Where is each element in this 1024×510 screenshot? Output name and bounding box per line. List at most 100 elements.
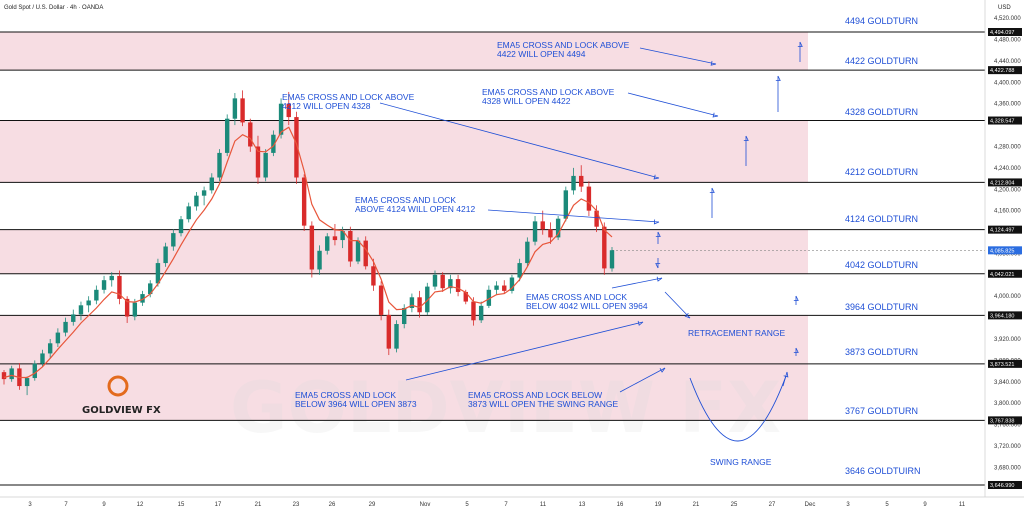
level-label: 3964 GOLDTURN <box>845 302 918 312</box>
time-tick-label: 23 <box>293 502 300 508</box>
candle-body <box>332 236 338 241</box>
candle-body <box>271 134 276 153</box>
time-axis[interactable]: 3 7 9 12 15 17 21 23 26 29 Nov 5 7 11 13 16 19 21 25 27 Dec 3… <box>0 496 1024 508</box>
candle-body <box>409 297 415 308</box>
candle-body <box>348 230 353 262</box>
candle-body <box>32 363 37 379</box>
arrow-icon <box>619 367 666 393</box>
level-price-tag-text: 4,042.021 <box>990 272 1014 278</box>
annotation-text: EMA5 CROSS AND LOCK ABOVE <box>497 40 630 50</box>
candle-body <box>294 117 299 178</box>
logo-g-icon <box>107 375 129 397</box>
candle-body <box>132 302 138 317</box>
candle-body <box>448 279 453 289</box>
time-tick-label: 21 <box>693 502 700 508</box>
price-tick-label: 4,360.000 <box>994 102 1021 108</box>
candle-body <box>417 297 422 313</box>
candle-body <box>255 146 261 178</box>
price-tick-label: 4,280.000 <box>994 144 1021 150</box>
candle-body <box>78 305 84 315</box>
arrow-head-icon <box>637 320 644 326</box>
time-tick-label: 25 <box>731 502 738 508</box>
level-label: 4124 GOLDTURN <box>845 214 918 224</box>
level-label: 3873 GOLDTURN <box>845 347 918 357</box>
arrow-head-icon <box>712 112 719 118</box>
ema5-line <box>3 126 613 379</box>
price-tick-label: 3,920.000 <box>994 337 1021 343</box>
price-tick-label: 4,440.000 <box>994 59 1021 65</box>
level-price-tag-text: 4,494.097 <box>990 30 1014 36</box>
candle-body <box>509 277 515 291</box>
time-tick-label: 21 <box>255 502 262 508</box>
arrow-head-icon <box>710 60 717 66</box>
candle-body <box>217 152 222 178</box>
candle-body <box>463 291 468 302</box>
arrow-head-icon <box>656 276 663 282</box>
level-price-tag <box>988 416 1022 425</box>
arrows-layer <box>379 41 803 442</box>
candle-body <box>579 175 584 187</box>
goldview-logo: GOLDVIEW FX <box>82 375 161 416</box>
candle-body <box>525 241 530 264</box>
time-tick-label: 12 <box>137 502 144 508</box>
candle-body <box>278 103 284 135</box>
arrow-head-icon <box>653 174 660 180</box>
annotation-text: 4422 WILL OPEN 4494 <box>497 49 586 59</box>
price-tick-label: 3,680.000 <box>994 465 1021 471</box>
time-tick-label: 17 <box>215 502 222 508</box>
arrow-head-icon <box>793 295 799 301</box>
candle-body <box>55 332 61 344</box>
candle-body <box>248 122 253 147</box>
zone-band <box>0 32 808 71</box>
arrow-icon <box>379 102 660 179</box>
time-tick-label: 26 <box>329 502 336 508</box>
candle-body <box>124 298 130 317</box>
candle-body <box>86 300 91 306</box>
candle-body <box>194 195 199 207</box>
candle-body <box>494 285 499 290</box>
candle-body <box>571 175 576 191</box>
price-tick-label: 4,240.000 <box>994 166 1021 172</box>
price-tags-layer: 4,494.097 4,422.788 4,328.547 4,212.804 4,12… <box>988 28 1022 489</box>
time-tick-label: 9 <box>102 502 106 508</box>
candle-body <box>232 98 238 119</box>
level-label: 4042 GOLDTURN <box>845 260 918 270</box>
annotation-text: SWING RANGE <box>710 457 772 467</box>
candle-body <box>325 236 330 251</box>
time-tick-label: 9 <box>923 502 927 508</box>
candle-body <box>109 275 114 281</box>
time-tick-label: 29 <box>369 502 376 508</box>
arrow-head-icon <box>684 312 691 319</box>
annotation-text: 4212 WILL OPEN 4328 <box>282 101 371 111</box>
candle-body <box>1 372 7 380</box>
arrow-icon <box>782 371 788 387</box>
arrow-head-icon <box>655 231 661 237</box>
level-price-tag <box>988 28 1022 36</box>
candle-body <box>9 368 14 380</box>
candle-body <box>148 283 153 295</box>
time-tick-label: 3 <box>28 502 32 508</box>
arrow-head-icon <box>655 263 661 269</box>
level-price-tag <box>988 311 1022 320</box>
candle-body <box>371 266 376 286</box>
annotation-text: 4328 WILL OPEN 4422 <box>482 96 571 106</box>
candles-layer <box>1 90 615 396</box>
annotation-text: EMA5 CROSS AND LOCK <box>526 292 627 302</box>
level-price-tag-text: 4,212.804 <box>990 180 1014 186</box>
time-tick-label: 3 <box>846 502 850 508</box>
annotation-text: EMA5 CROSS AND LOCK <box>355 195 456 205</box>
candle-body <box>309 225 315 270</box>
time-tick-label: 7 <box>504 502 508 508</box>
candle-body <box>178 219 184 234</box>
arrow-icon <box>639 47 717 65</box>
candle-body <box>94 289 99 301</box>
price-axis[interactable]: 3,680.000 3,720.000 3,760.000 3,800.000 3,84… <box>984 0 1021 497</box>
annotation-text: EMA5 CROSS AND LOCK BELOW <box>468 390 602 400</box>
arrow-head-icon <box>797 41 803 47</box>
level-price-tag-text: 4,124.497 <box>990 228 1014 234</box>
watermark: GOLDVIEW FX <box>230 367 781 449</box>
time-tick-label: 7 <box>64 502 68 508</box>
time-tick-label: 13 <box>579 502 586 508</box>
candle-body <box>209 177 214 191</box>
